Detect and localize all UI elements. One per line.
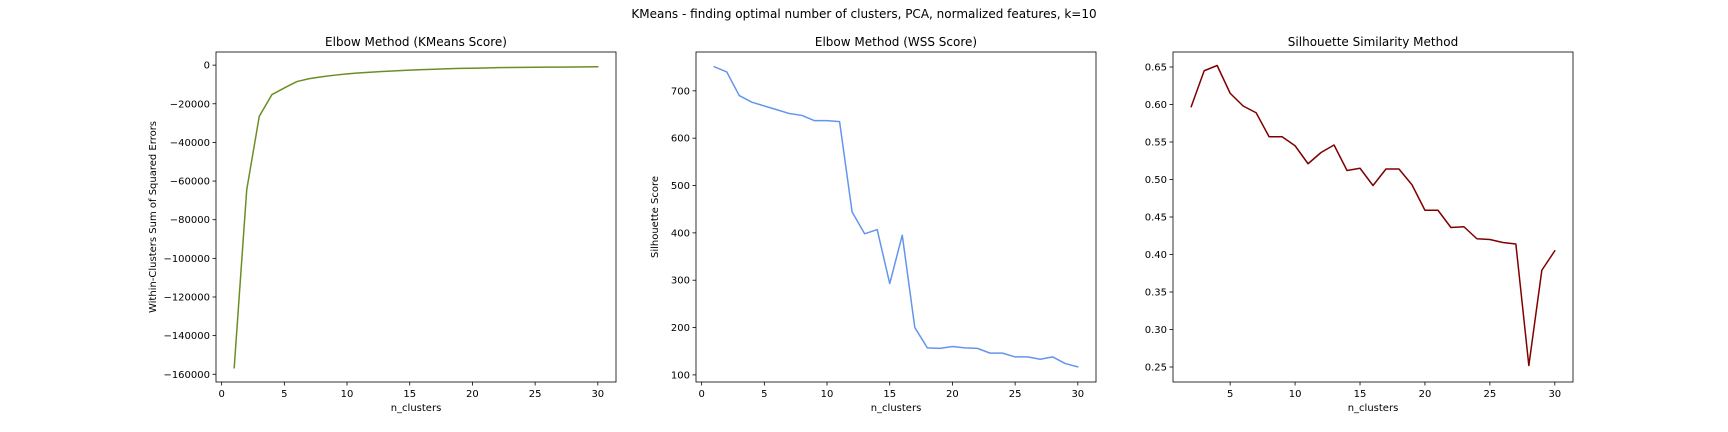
- series-line: [233, 66, 599, 369]
- y-tick-label: 0.40: [1145, 250, 1167, 261]
- x-tick-label: 30: [1548, 389, 1561, 400]
- subplot-3: Silhouette Similarity Method 5 10 15 20 25 30 0…: [1145, 35, 1574, 414]
- x-tick-label: 25: [529, 389, 542, 400]
- y-tick-label: 0.30: [1145, 325, 1167, 336]
- y-tick-label: −80000: [170, 215, 210, 226]
- subplots: Elbow Method (KMeans Score)0 5 10 15 20 25 300…: [148, 35, 1574, 414]
- x-tick-label: 25: [1484, 389, 1497, 400]
- y-tick-label: 0.25: [1145, 363, 1167, 374]
- plot-frame: [1172, 51, 1574, 383]
- y-tick-label: 0.60: [1145, 100, 1167, 111]
- y-tick-label: 500: [671, 181, 690, 192]
- y-tick-label: −100000: [163, 254, 210, 265]
- x-tick-label: 30: [591, 389, 604, 400]
- y-tick-label: 0.65: [1145, 63, 1167, 74]
- subplot-2: Elbow Method (WSS Score) 0 5 10 15 20 25 30 100 2…: [650, 35, 1097, 414]
- y-tick-label: −60000: [170, 177, 210, 188]
- y-tick-label: −20000: [170, 99, 210, 110]
- figure-suptitle: KMeans - finding optimal number of clust…: [631, 7, 1096, 21]
- y-tick-label: −40000: [170, 138, 210, 149]
- y-tick-label: −120000: [163, 292, 210, 303]
- subplot-1: Elbow Method (KMeans Score) 0 5 10 15 20 25 30 0…: [148, 35, 617, 414]
- y-tick-label: −160000: [163, 370, 210, 381]
- x-tick-label: 15: [403, 389, 416, 400]
- subplot-title: Silhouette Similarity Method: [1288, 35, 1458, 49]
- x-tick-label: 5: [761, 389, 767, 400]
- y-tick-label: 300: [671, 276, 690, 287]
- x-tick-label: 15: [1354, 389, 1367, 400]
- subplot-title: Elbow Method (KMeans Score): [325, 35, 507, 49]
- y-tick-label: 200: [671, 323, 690, 334]
- x-tick-label: 10: [821, 389, 834, 400]
- y-tick-label: 600: [671, 134, 690, 145]
- y-tick-label: 0.50: [1145, 175, 1167, 186]
- plot-frame: [695, 51, 1097, 383]
- y-tick-label: 100: [671, 370, 690, 381]
- x-tick-label: 15: [883, 389, 896, 400]
- y-tick-label: 0.35: [1145, 288, 1167, 299]
- y-axis-label: Silhouette Score: [650, 176, 661, 258]
- y-tick-label: 0: [204, 61, 210, 72]
- x-tick-label: 5: [1227, 389, 1233, 400]
- y-axis-label: Within-Clusters Sum of Squared Errors: [148, 121, 159, 313]
- x-axis-label: n_clusters: [1348, 403, 1399, 414]
- x-tick-label: 20: [1419, 389, 1432, 400]
- plot-frame: [215, 51, 617, 383]
- x-tick-label: 30: [1071, 389, 1084, 400]
- x-tick-label: 20: [946, 389, 959, 400]
- x-tick-label: 10: [1289, 389, 1302, 400]
- subplot-title: Elbow Method (WSS Score): [815, 35, 977, 49]
- y-tick-label: 700: [671, 86, 690, 97]
- x-axis-label: n_clusters: [391, 403, 442, 414]
- x-tick-label: 20: [466, 389, 479, 400]
- series-line: [1190, 64, 1556, 367]
- x-axis-label: n_clusters: [871, 403, 922, 414]
- y-tick-label: 0.55: [1145, 138, 1167, 149]
- x-tick-label: 0: [218, 389, 224, 400]
- x-tick-label: 5: [281, 389, 287, 400]
- y-tick-label: 0.45: [1145, 213, 1167, 224]
- y-tick-label: 400: [671, 228, 690, 239]
- x-tick-label: 25: [1009, 389, 1022, 400]
- x-tick-label: 10: [341, 389, 354, 400]
- x-tick-label: 0: [698, 389, 704, 400]
- series-line: [713, 65, 1079, 368]
- y-tick-label: −140000: [163, 331, 210, 342]
